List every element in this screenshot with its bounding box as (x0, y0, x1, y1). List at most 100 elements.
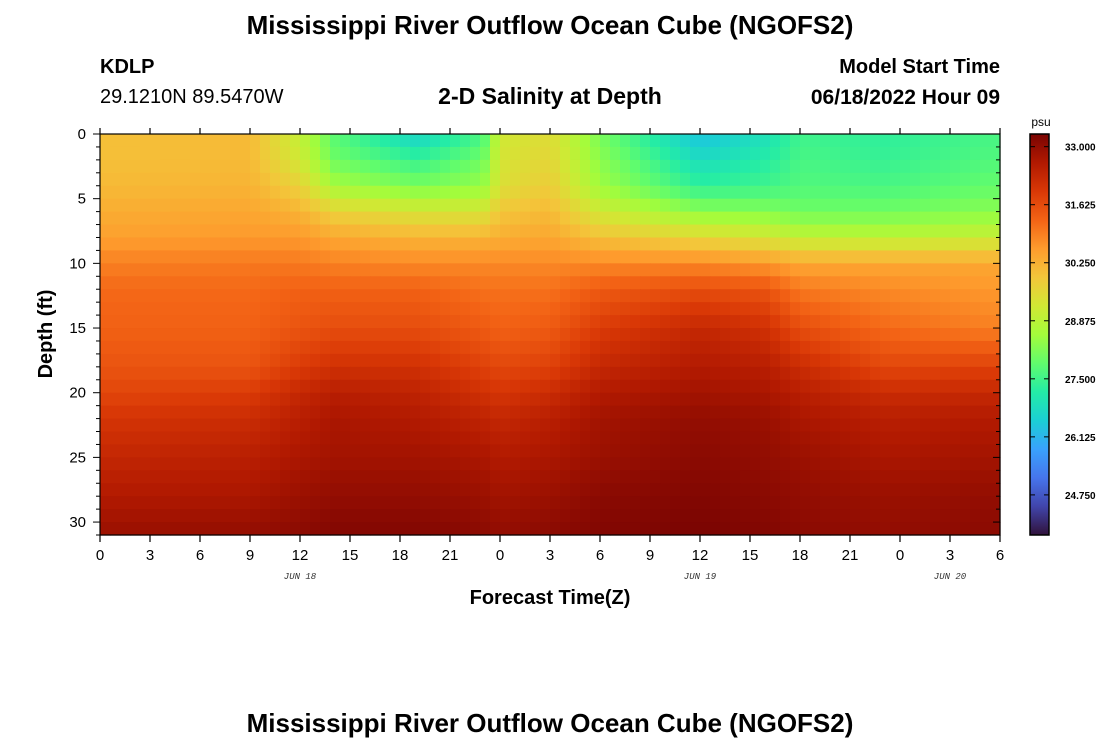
heatmap-cell (330, 237, 341, 252)
heatmap-cell (630, 418, 641, 433)
heatmap-cell (910, 302, 921, 316)
heatmap-cell (930, 353, 941, 368)
heatmap-cell (150, 289, 161, 303)
heatmap-cell (350, 340, 361, 355)
heatmap-cell (150, 146, 161, 161)
heatmap-cell (660, 392, 671, 407)
heatmap-cell (420, 185, 431, 200)
heatmap-cell (940, 198, 951, 213)
heatmap-cell (900, 379, 911, 394)
heatmap-cell (540, 289, 551, 303)
heatmap-cell (980, 134, 991, 148)
heatmap-cell (570, 470, 581, 484)
heatmap-cell (920, 405, 931, 420)
heatmap-cell (270, 392, 281, 407)
heatmap-cell (280, 211, 291, 226)
heatmap-cell (910, 496, 921, 510)
heatmap-cell (150, 340, 161, 355)
heatmap-cell (410, 379, 421, 394)
heatmap-cell (580, 431, 591, 446)
heatmap-cell (900, 366, 911, 381)
heatmap-cell (120, 185, 131, 200)
heatmap-cell (780, 302, 791, 316)
heatmap-cell (940, 483, 951, 497)
heatmap-cell (570, 211, 581, 226)
heatmap-cell (640, 146, 651, 161)
heatmap-cell (800, 237, 811, 252)
heatmap-cell (920, 289, 931, 303)
heatmap-cell (140, 379, 151, 394)
heatmap-cell (630, 431, 641, 446)
heatmap-cell (840, 431, 851, 446)
heatmap-cell (320, 289, 331, 303)
heatmap-cell (480, 366, 491, 381)
heatmap-cell (380, 185, 391, 200)
heatmap-cell (100, 418, 111, 433)
heatmap-cell (780, 328, 791, 342)
heatmap-cell (120, 224, 131, 239)
heatmap-cell (890, 392, 901, 407)
heatmap-cell (570, 289, 581, 303)
heatmap-cell (230, 211, 241, 226)
heatmap-cell (850, 392, 861, 407)
heatmap-cell (590, 159, 601, 174)
heatmap-cell (690, 522, 701, 536)
heatmap-cell (850, 470, 861, 484)
heatmap-cell (960, 457, 971, 471)
heatmap-cell (530, 470, 541, 484)
heatmap-cell (970, 159, 981, 174)
heatmap-cell (450, 379, 461, 394)
heatmap-cell (800, 211, 811, 226)
heatmap-cell (130, 470, 141, 484)
heatmap-cell (250, 353, 261, 368)
heatmap-cell (640, 315, 651, 329)
heatmap-cell (170, 211, 181, 226)
heatmap-cell (440, 263, 451, 277)
heatmap-cell (790, 392, 801, 407)
heatmap-cell (490, 418, 501, 433)
heatmap-cell (210, 302, 221, 316)
colorbar-tick-label: 27.500 (1065, 375, 1096, 386)
heatmap-cell (480, 198, 491, 213)
heatmap-cell (840, 509, 851, 523)
heatmap-cell (650, 302, 661, 316)
heatmap-cell (800, 444, 811, 458)
heatmap-cell (950, 172, 961, 187)
heatmap-cell (260, 302, 271, 316)
heatmap-cell (740, 250, 751, 264)
heatmap-cell (820, 483, 831, 497)
heatmap-cell (130, 263, 141, 277)
heatmap-cell (290, 172, 301, 187)
heatmap-cell (400, 185, 411, 200)
heatmap-cell (370, 431, 381, 446)
heatmap-cell (320, 224, 331, 239)
heatmap-cell (970, 289, 981, 303)
heatmap-cell (640, 366, 651, 381)
heatmap-cell (740, 392, 751, 407)
heatmap-cell (290, 470, 301, 484)
heatmap-cell (290, 315, 301, 329)
heatmap-cell (800, 263, 811, 277)
heatmap-cell (210, 431, 221, 446)
heatmap-cell (680, 263, 691, 277)
heatmap-cell (260, 483, 271, 497)
heatmap-cell (810, 496, 821, 510)
heatmap-cell (290, 224, 301, 239)
heatmap-cell (850, 263, 861, 277)
heatmap-cell (420, 392, 431, 407)
heatmap-cell (110, 457, 121, 471)
heatmap-cell (450, 470, 461, 484)
heatmap-cell (500, 328, 511, 342)
heatmap-cell (360, 444, 371, 458)
heatmap-cell (650, 431, 661, 446)
heatmap-cell (930, 457, 941, 471)
heatmap-cell (430, 457, 441, 471)
heatmap-cell (580, 328, 591, 342)
heatmap-cell (690, 496, 701, 510)
heatmap-cell (620, 302, 631, 316)
heatmap-cell (670, 198, 681, 213)
heatmap-cell (130, 457, 141, 471)
heatmap-cell (200, 522, 211, 536)
heatmap-cell (730, 328, 741, 342)
